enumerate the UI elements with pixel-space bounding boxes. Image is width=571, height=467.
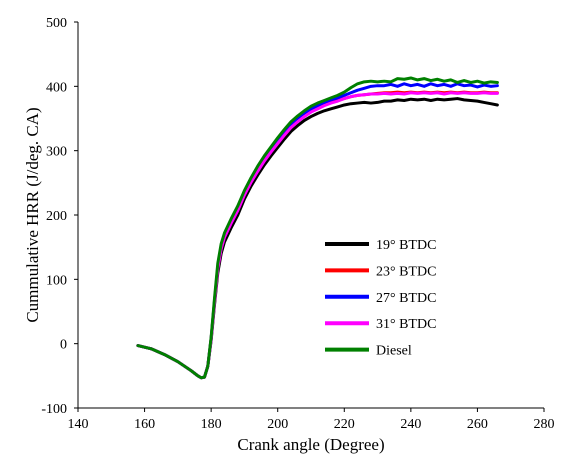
x-tick-label: 220 [334, 417, 355, 432]
legend-label: Diesel [376, 344, 412, 359]
x-tick-label: 200 [267, 417, 288, 432]
legend-label: 23° BTDC [376, 264, 436, 279]
legend: 19° BTDC 23° BTDC 27° BTDC 31° BTDC Diesel [325, 238, 436, 359]
x-tick-label: 160 [134, 417, 155, 432]
x-tick-label: 240 [400, 417, 421, 432]
y-axis-title: Cummulative HRR (J/deg. CA) [23, 107, 42, 322]
series-line-27-btdc [136, 82, 499, 380]
ticks-layer: 140 160 180 200 220 240 260 280 -100 0 100 200 300 40… [41, 16, 554, 432]
legend-label: 27° BTDC [376, 291, 436, 306]
series-line-19-btdc [136, 97, 499, 380]
y-tick-label: -100 [41, 402, 67, 417]
x-tick-label: 260 [467, 417, 488, 432]
series-layer [136, 76, 499, 380]
legend-entry: 23° BTDC [325, 264, 436, 279]
x-tick-label: 280 [534, 417, 555, 432]
series-line-23-btdc [136, 90, 499, 380]
legend-label: 31° BTDC [376, 317, 436, 332]
legend-entry: 31° BTDC [325, 317, 436, 332]
legend-entry: Diesel [325, 344, 412, 359]
y-tick-label: 200 [46, 209, 67, 224]
legend-entry: 19° BTDC [325, 238, 436, 253]
y-tick-label: 0 [60, 338, 67, 353]
x-tick-label: 180 [201, 417, 222, 432]
y-tick-label: 500 [46, 16, 67, 31]
x-axis-title: Crank angle (Degree) [237, 435, 384, 454]
series-line-31-btdc [136, 91, 499, 380]
x-tick-label: 140 [68, 417, 89, 432]
y-tick-label: 400 [46, 80, 67, 95]
y-tick-label: 100 [46, 273, 67, 288]
series-line-diesel [136, 76, 499, 380]
y-tick-label: 300 [46, 145, 67, 160]
legend-label: 19° BTDC [376, 238, 436, 253]
legend-entry: 27° BTDC [325, 291, 436, 306]
axes-layer [77, 22, 544, 409]
